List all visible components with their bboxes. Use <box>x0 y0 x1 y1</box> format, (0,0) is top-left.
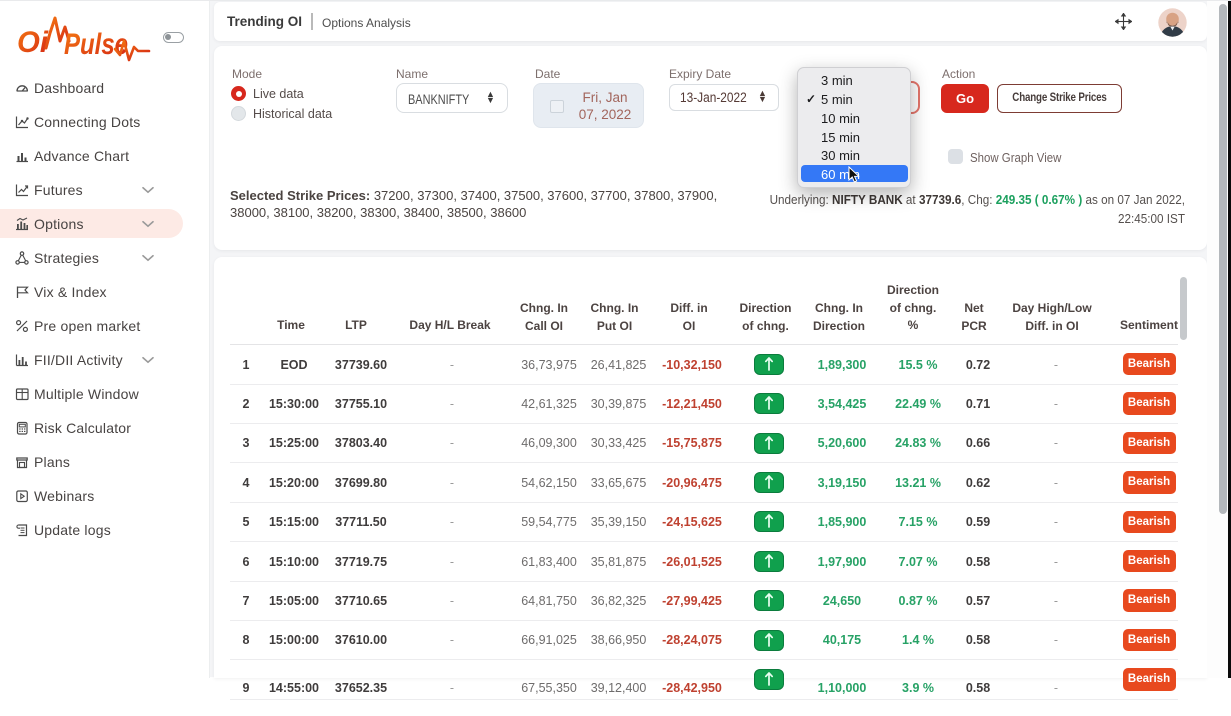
svg-text:Pulse: Pulse <box>64 28 128 61</box>
svg-text:Oi: Oi <box>17 26 49 59</box>
